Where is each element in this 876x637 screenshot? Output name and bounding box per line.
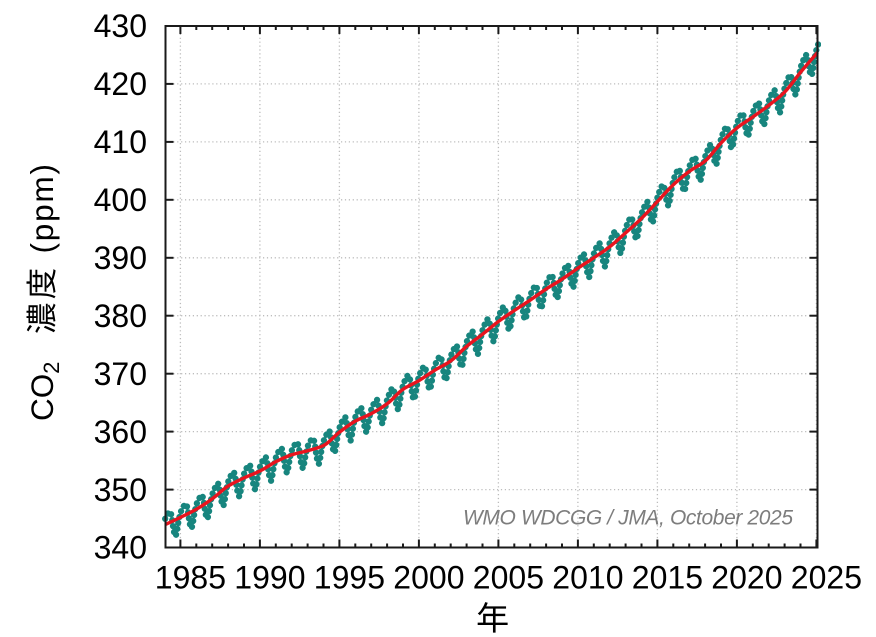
svg-text:WMO WDCGG / JMA, October 2025: WMO WDCGG / JMA, October 2025 [463,507,793,530]
svg-text:2005: 2005 [473,560,544,596]
svg-text:340: 340 [94,530,147,566]
svg-text:430: 430 [94,8,147,44]
svg-text:1995: 1995 [314,560,385,596]
svg-text:390: 390 [94,240,147,276]
svg-text:1985: 1985 [155,560,226,596]
svg-text:350: 350 [94,472,147,508]
svg-text:360: 360 [94,414,147,450]
svg-text:2: 2 [39,362,64,374]
svg-text:2000: 2000 [393,560,464,596]
svg-text:CO: CO [24,374,60,421]
svg-text:410: 410 [94,124,147,160]
svg-text:400: 400 [94,182,147,218]
svg-text:420: 420 [94,66,147,102]
svg-text:(ppm): (ppm) [24,164,60,254]
svg-text:2010: 2010 [552,560,623,596]
svg-text:1990: 1990 [234,560,305,596]
svg-text:380: 380 [94,298,147,334]
svg-text:370: 370 [94,356,147,392]
svg-text:2015: 2015 [632,560,703,596]
svg-text:2025: 2025 [791,560,862,596]
svg-text:2020: 2020 [711,560,782,596]
